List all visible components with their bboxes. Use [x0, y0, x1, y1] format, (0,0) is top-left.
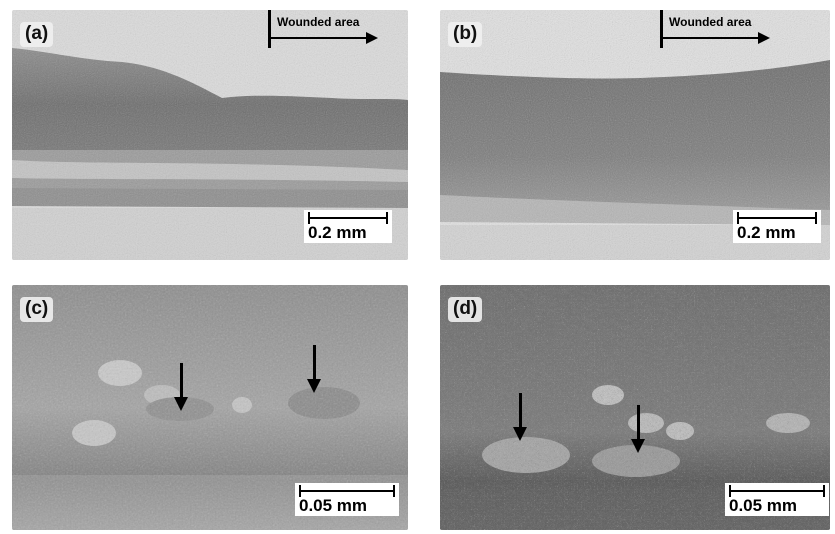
micrograph-panel-c: (c) 0.05 mm	[12, 285, 408, 530]
scale-bar-d: 0.05 mm	[725, 483, 829, 516]
wounded-area-label-b: Wounded area	[669, 15, 752, 29]
micrograph-panel-a: (a) Wounded area 0.2 mm	[12, 10, 408, 260]
wounded-area-marker-b: Wounded area	[660, 10, 792, 48]
scale-bar-line	[299, 485, 395, 497]
micrograph-panel-d: (d) 0.05 mm	[440, 285, 830, 530]
wounded-area-label-a: Wounded area	[277, 15, 360, 29]
scale-bar-a: 0.2 mm	[304, 210, 392, 243]
micrograph-panel-b: (b) Wounded area 0.2 mm	[440, 10, 830, 260]
scale-bar-c: 0.05 mm	[295, 483, 399, 516]
arrow-down-icon	[174, 363, 188, 411]
arrow-shaft	[271, 37, 367, 39]
wounded-area-marker-a: Wounded area	[268, 10, 400, 48]
scale-bar-label-b: 0.2 mm	[737, 223, 796, 242]
scale-bar-line	[308, 212, 388, 224]
boundary-line	[660, 10, 663, 48]
scale-bar-line	[737, 212, 817, 224]
arrow-right-icon	[758, 32, 770, 44]
arrow-down-icon	[631, 405, 645, 453]
arrow-down-icon	[307, 345, 321, 393]
scale-bar-label-d: 0.05 mm	[729, 496, 798, 515]
scale-bar-label-c: 0.05 mm	[299, 496, 368, 515]
scale-bar-line	[729, 485, 825, 497]
micrograph-image-b	[440, 10, 830, 260]
scale-bar-label-a: 0.2 mm	[308, 223, 367, 242]
arrow-shaft	[663, 37, 759, 39]
arrow-down-icon	[513, 393, 527, 441]
panel-label-b: (b)	[448, 22, 483, 47]
panel-label-d: (d)	[448, 297, 483, 322]
panel-label-c: (c)	[20, 297, 54, 322]
scale-bar-b: 0.2 mm	[733, 210, 821, 243]
panel-label-a: (a)	[20, 22, 54, 47]
arrow-right-icon	[366, 32, 378, 44]
boundary-line	[268, 10, 271, 48]
